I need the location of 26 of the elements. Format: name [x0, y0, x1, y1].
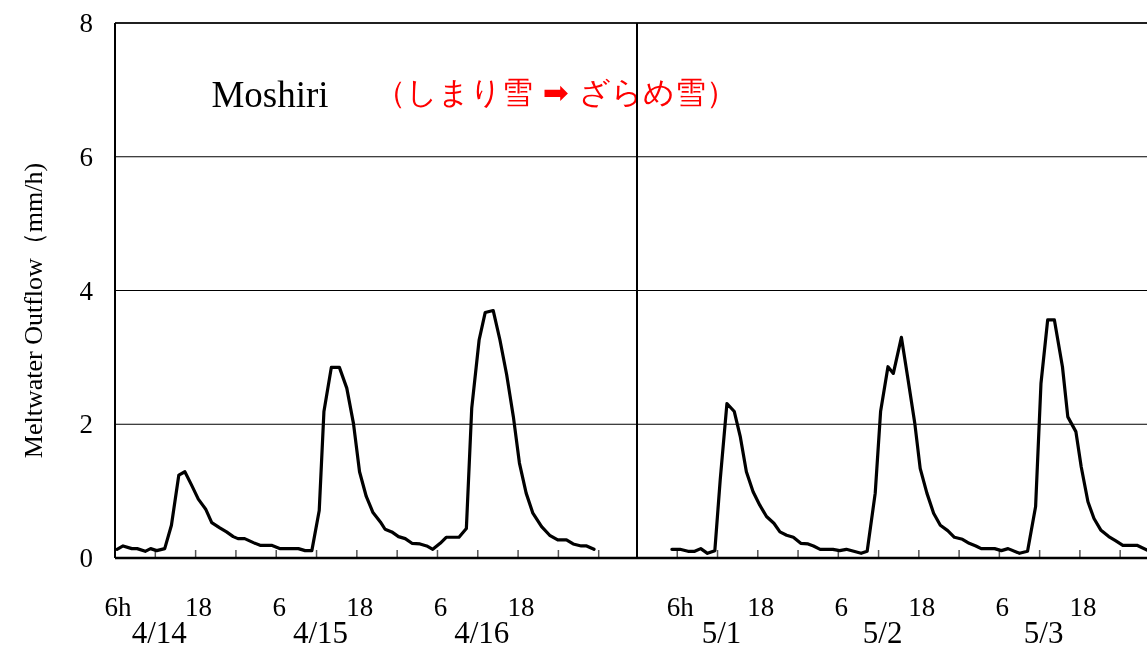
- text: 5/3: [1023, 615, 1064, 649]
- y-tick-label: 6: [79, 141, 93, 172]
- x-tick-label: 18: [185, 592, 213, 622]
- y-tick-label: 4: [79, 275, 94, 306]
- x-tick-label: 6: [995, 592, 1010, 622]
- x-tick-label: 6h: [104, 592, 132, 622]
- text: Moshiri: [211, 74, 329, 115]
- text: 4/15: [292, 615, 349, 649]
- x-tick-label: 18: [346, 592, 374, 622]
- x-tick-label: 6: [834, 592, 849, 622]
- y-tick-label: 2: [79, 409, 93, 440]
- x-tick-label: 6h: [666, 592, 695, 622]
- x-tick-label: 6: [272, 592, 286, 622]
- text: 5/1: [701, 615, 742, 649]
- x-tick-label: 18: [507, 592, 535, 622]
- y-axis-title: Meltwater Outflow（mm/h): [19, 162, 48, 459]
- y-tick-label: 0: [79, 543, 93, 573]
- x-tick-label: 6: [433, 592, 448, 622]
- x-tick-label: 18: [1069, 592, 1097, 622]
- text: 4/14: [131, 615, 188, 649]
- text: （しまり雪 ➡ ざらめ雪）: [375, 74, 737, 110]
- text: 5/2: [862, 615, 903, 649]
- y-tick-label: 8: [79, 8, 93, 38]
- text: 4/16: [454, 615, 510, 649]
- x-tick-label: 18: [747, 592, 775, 622]
- x-tick-label: 18: [908, 592, 936, 622]
